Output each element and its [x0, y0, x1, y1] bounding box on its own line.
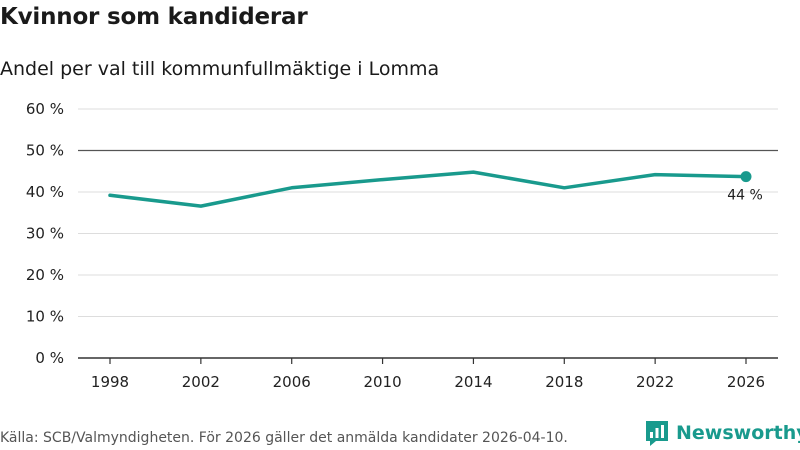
- brand-logo[interactable]: Newsworthy: [644, 419, 800, 447]
- x-tick-label: 2022: [636, 373, 674, 391]
- brand-name: Newsworthy: [676, 422, 800, 444]
- chart-subtitle: Andel per val till kommunfullmäktige i L…: [0, 58, 440, 80]
- y-tick-label: 40 %: [26, 183, 64, 201]
- x-tick-label: 2018: [545, 373, 583, 391]
- line-chart: 0 % 10 % 20 % 30 % 40 % 50 % 60 % 1998 2002 2006 2…: [26, 100, 778, 391]
- x-tick-label: 2026: [727, 373, 765, 391]
- chart-title: Kvinnor som kandiderar: [0, 4, 308, 30]
- y-tick-label: 50 %: [26, 142, 64, 160]
- x-tick-label: 1998: [91, 373, 129, 391]
- end-point-marker: [740, 171, 752, 183]
- series-line: [108, 170, 748, 208]
- y-tick-label: 20 %: [26, 266, 64, 284]
- end-value-label: 44 %: [727, 188, 763, 204]
- newsworthy-logo-icon: [646, 421, 668, 446]
- x-tick-label: 2006: [273, 373, 311, 391]
- y-tick-label: 0 %: [35, 349, 64, 367]
- x-tick-label: 2014: [454, 373, 492, 391]
- x-tick-label: 2010: [363, 373, 401, 391]
- source-note: Källa: SCB/Valmyndigheten. För 2026 gäll…: [0, 430, 568, 446]
- y-tick-label: 10 %: [26, 308, 64, 326]
- x-tick-label: 2002: [182, 373, 220, 391]
- y-tick-label: 30 %: [26, 225, 64, 243]
- y-tick-label: 60 %: [26, 100, 64, 118]
